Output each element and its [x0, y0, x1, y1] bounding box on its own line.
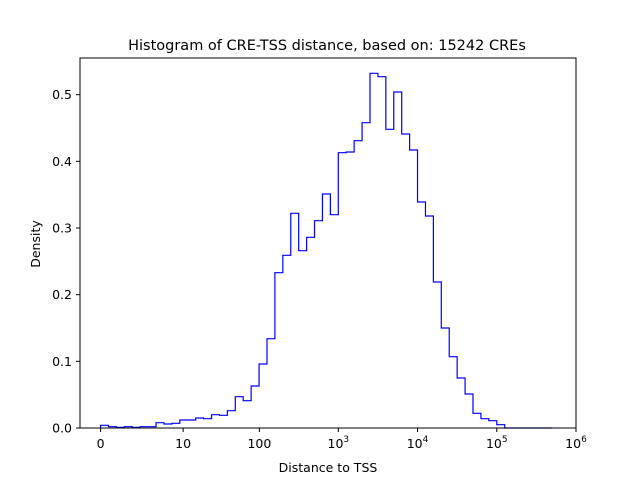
- y-tick-label: 0.2: [52, 287, 72, 302]
- y-tick-label: 0.5: [52, 87, 72, 102]
- histogram-steps: [100, 72, 553, 429]
- x-tick-label: 103: [328, 435, 350, 451]
- x-axis-ticks: 0 10 100 103 104 105 106: [97, 428, 587, 451]
- x-tick-label: 0: [97, 436, 105, 451]
- x-tick-label: 104: [407, 435, 429, 451]
- x-tick-label: 105: [486, 435, 508, 451]
- x-tick-label: 100: [247, 436, 271, 451]
- y-tick-label: 0.3: [52, 221, 72, 236]
- chart-title: Histogram of CRE-TSS distance, based on:…: [128, 38, 526, 54]
- y-tick-label: 0.4: [52, 154, 72, 169]
- y-axis-label: Density: [28, 220, 43, 268]
- histogram-step-line: [100, 72, 553, 429]
- x-tick-label: 106: [565, 435, 587, 451]
- x-axis-label: Distance to TSS: [279, 460, 378, 475]
- y-tick-label: 0.0: [52, 421, 72, 436]
- plot-frame: [79, 57, 577, 429]
- y-tick-label: 0.1: [52, 354, 72, 369]
- y-axis-ticks: 0.0 0.1 0.2 0.3 0.4 0.5: [52, 87, 80, 436]
- x-tick-label: 10: [175, 436, 191, 451]
